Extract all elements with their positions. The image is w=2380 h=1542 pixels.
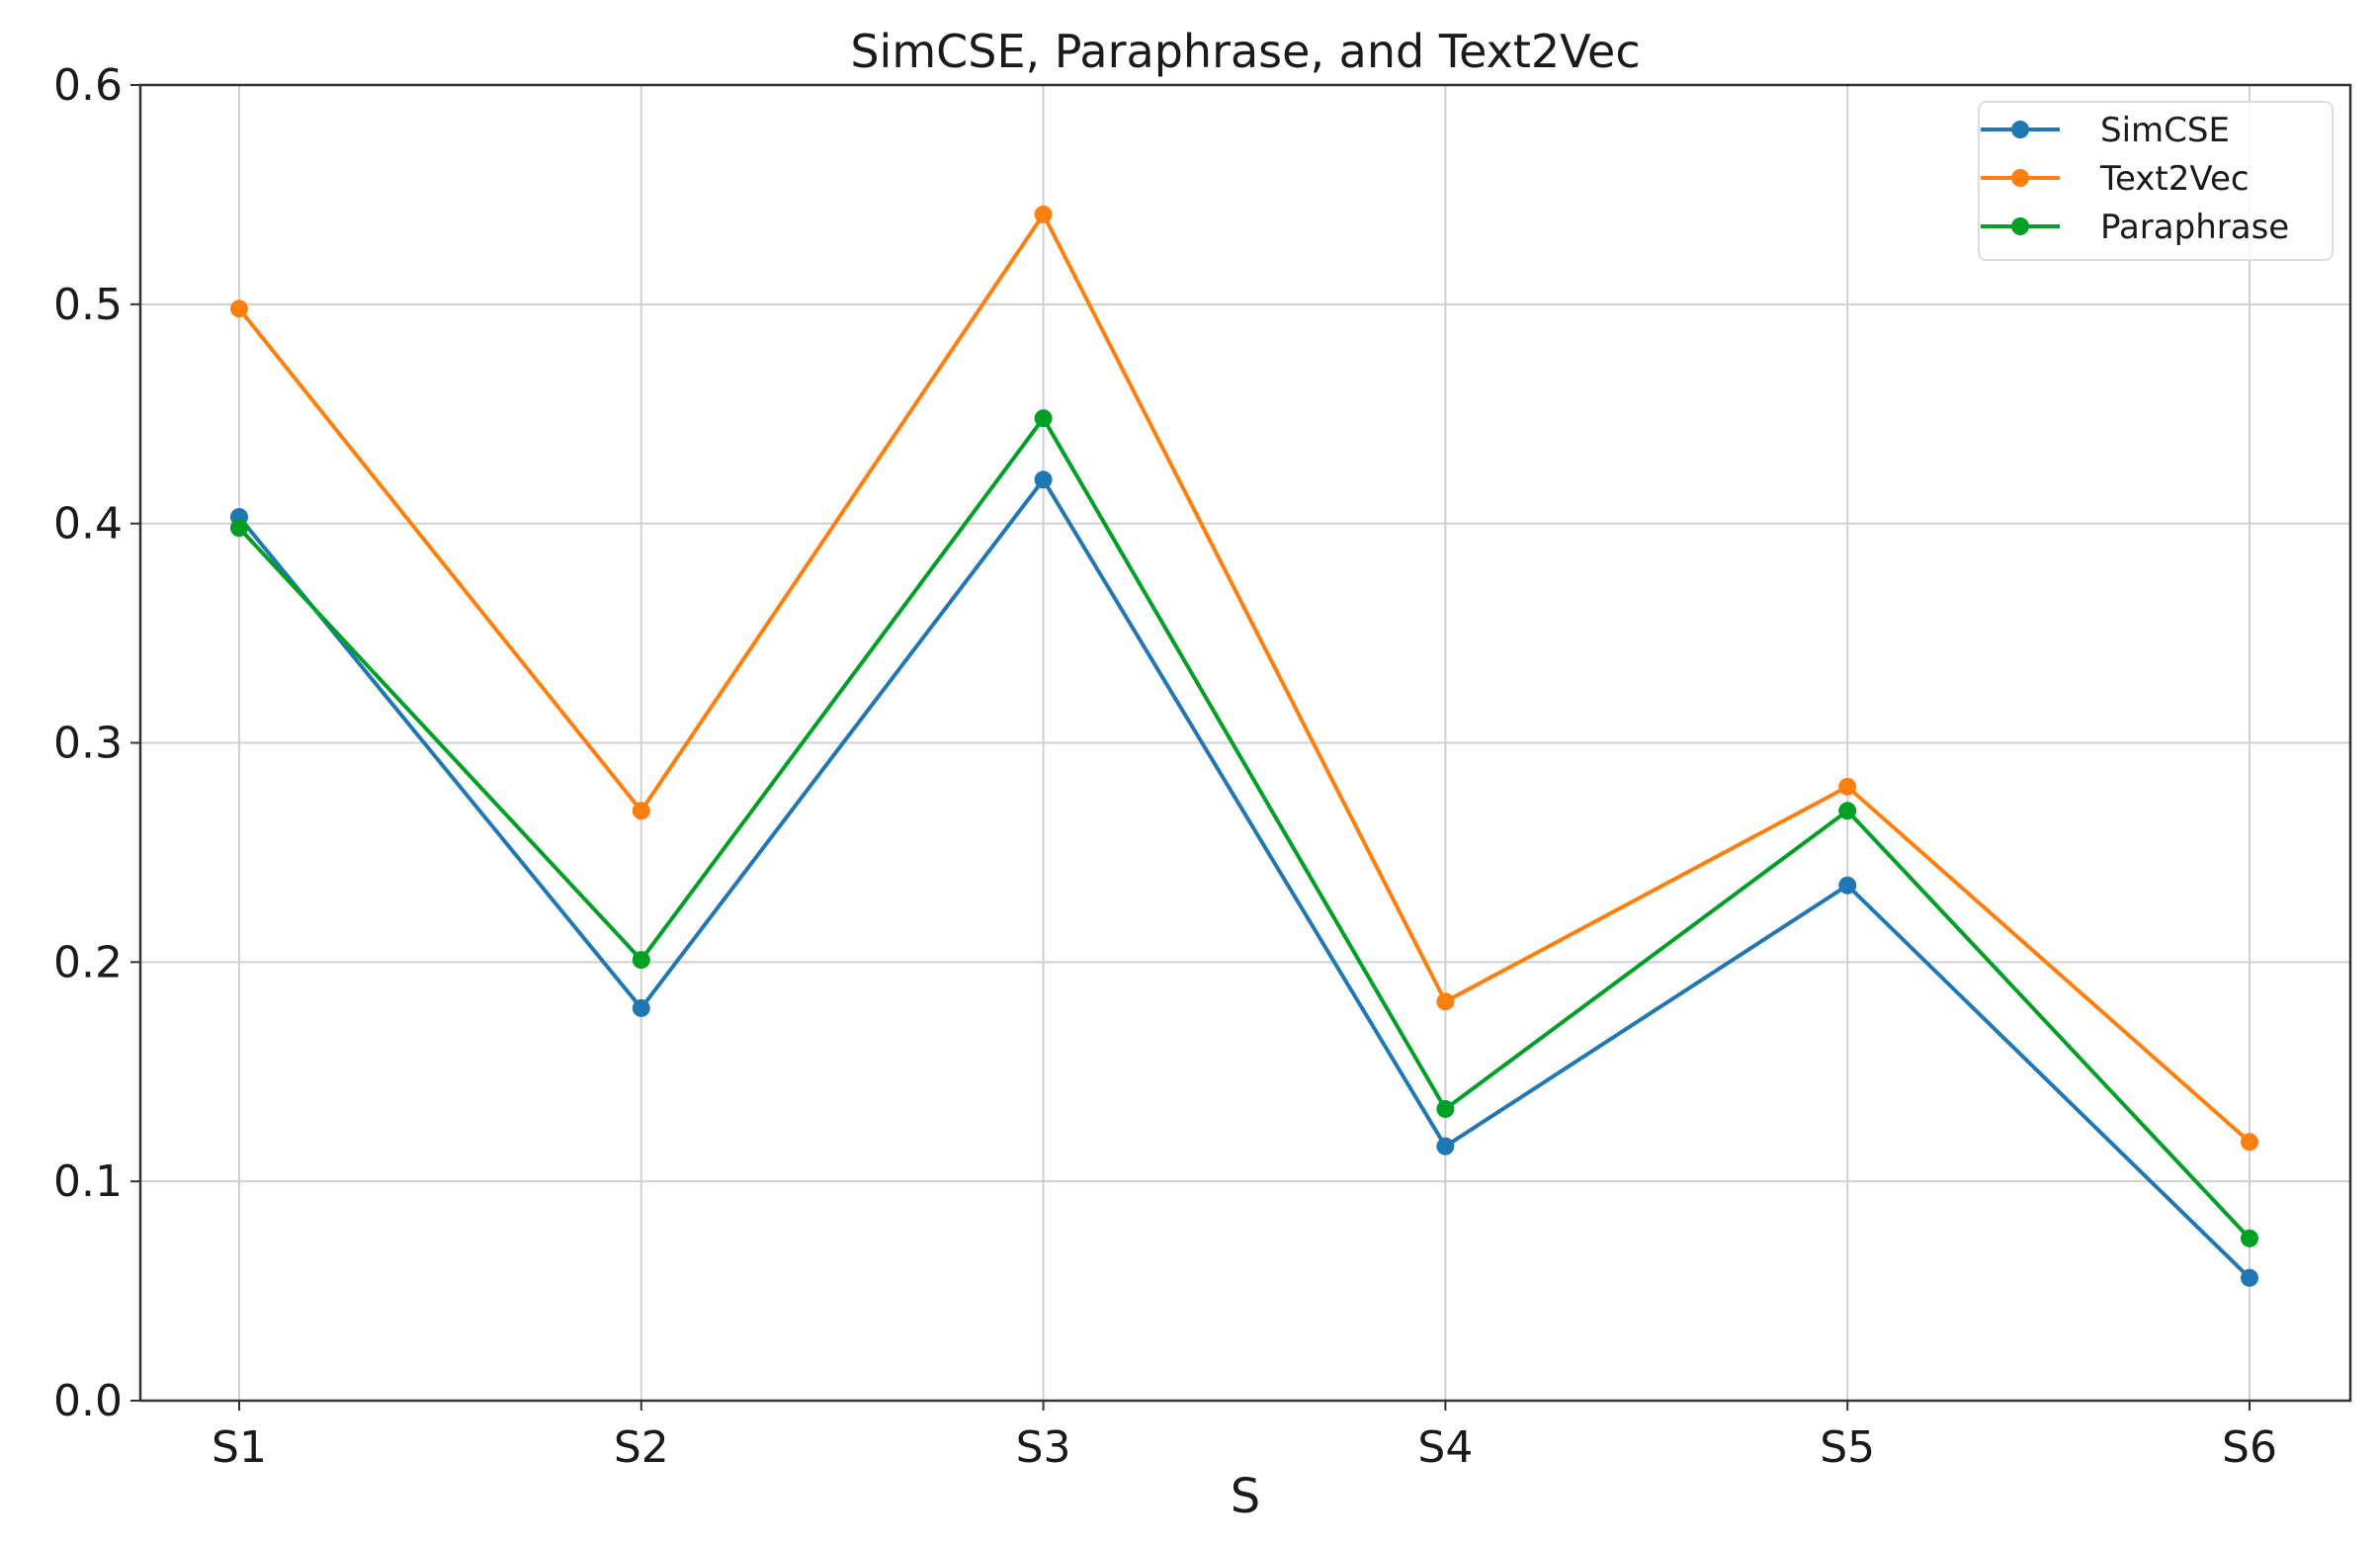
data-point-paraphrase xyxy=(632,951,650,970)
y-tick-label: 0.3 xyxy=(53,719,123,769)
legend-marker-paraphrase xyxy=(2011,217,2029,235)
data-point-text2vec xyxy=(1034,205,1053,223)
x-ticks: S1 S2 S3 S4 S5 S6 xyxy=(212,1401,2277,1473)
y-tick-label: 0.1 xyxy=(53,1156,123,1207)
y-tick-label: 0.6 xyxy=(53,60,123,111)
legend-label: Text2Vec xyxy=(2099,159,2250,199)
series-line-text2vec xyxy=(237,210,2252,1144)
x-tick-label: S1 xyxy=(212,1422,267,1473)
data-point-paraphrase xyxy=(1436,1099,1455,1118)
series-line-paraphrase xyxy=(237,414,2252,1241)
data-point-simcse xyxy=(2241,1268,2258,1287)
chart-title: SimCSE, Paraphrase, and Text2Vec xyxy=(850,25,1640,78)
legend-marker-text2vec xyxy=(2011,169,2029,187)
y-ticks: 0.0 0.1 0.2 0.3 0.4 0.5 0.6 xyxy=(53,60,140,1426)
legend-label: Paraphrase xyxy=(2100,208,2289,247)
data-point-text2vec xyxy=(632,802,650,820)
legend-box xyxy=(1978,101,2334,261)
x-tick-label: S4 xyxy=(1417,1422,1473,1473)
legend-marker-simcse xyxy=(2011,121,2029,138)
y-tick-label: 0.2 xyxy=(53,937,123,987)
data-point-text2vec xyxy=(230,300,248,318)
data-point-paraphrase xyxy=(2241,1229,2258,1247)
legend: SimCSE Text2Vec Paraphrase xyxy=(1978,101,2334,261)
data-point-text2vec xyxy=(2241,1133,2258,1152)
y-tick-label: 0.4 xyxy=(53,499,123,550)
data-point-text2vec xyxy=(1436,992,1455,1011)
data-point-simcse xyxy=(1034,471,1053,489)
x-axis-label: S xyxy=(1231,1469,1260,1524)
data-point-paraphrase xyxy=(1838,802,1857,820)
data-point-simcse xyxy=(632,998,650,1017)
x-tick-label: S3 xyxy=(1016,1422,1071,1473)
x-tick-label: S5 xyxy=(1820,1422,1875,1473)
legend-label: SimCSE xyxy=(2100,111,2230,150)
y-tick-label: 0.0 xyxy=(53,1376,123,1426)
series-line-simcse xyxy=(237,475,2252,1280)
data-point-simcse xyxy=(1436,1137,1455,1156)
x-tick-label: S6 xyxy=(2222,1422,2277,1473)
data-point-paraphrase xyxy=(230,519,248,538)
y-tick-label: 0.5 xyxy=(53,280,123,330)
data-point-simcse xyxy=(1838,876,1857,895)
data-point-text2vec xyxy=(1838,777,1857,796)
grid xyxy=(140,84,2350,1402)
x-tick-label: S2 xyxy=(614,1422,669,1473)
data-point-paraphrase xyxy=(1034,409,1053,428)
series-lines xyxy=(230,205,2258,1287)
